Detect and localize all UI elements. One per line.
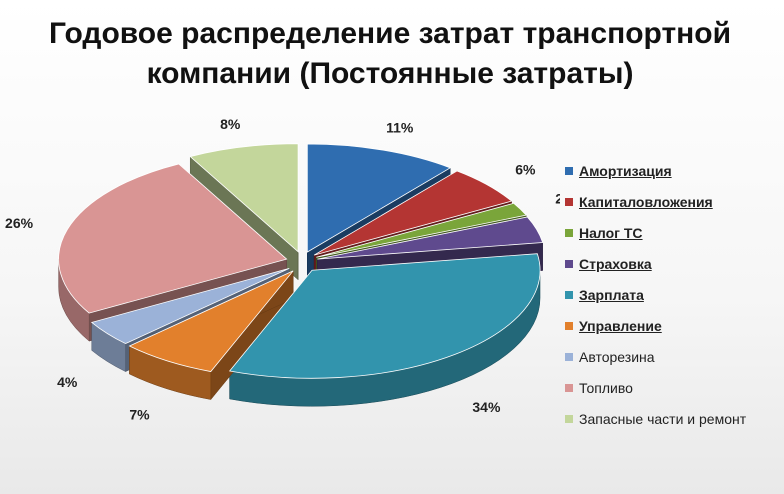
legend-label: Авторезина (579, 348, 655, 365)
legend-label: Капиталовложения (579, 193, 713, 210)
data-label: 6% (515, 161, 536, 177)
legend-swatch (565, 383, 573, 392)
legend-label: Запасные части и ремонт (579, 410, 747, 427)
legend-item: Топливо (565, 372, 746, 403)
slice-Топливо (58, 163, 288, 314)
data-label: 7% (129, 407, 150, 423)
data-label: 4% (57, 374, 78, 390)
legend-label: Страховка (579, 255, 652, 272)
slice-Зарплата (228, 253, 541, 379)
legend-swatch (565, 259, 573, 268)
legend-swatch (565, 352, 573, 361)
legend-label: Амортизация (579, 162, 672, 179)
slice-Запасные части и ремонт (189, 143, 299, 253)
legend-label: Налог ТС (579, 224, 643, 241)
data-label: 11% (386, 120, 414, 136)
slice-Страховка (317, 216, 544, 260)
legend-item: Авторезина (565, 341, 746, 372)
legend-item: Запасные части и ремонт (565, 403, 746, 434)
legend-swatch (565, 228, 573, 237)
legend-item: Страховка (565, 248, 746, 279)
slice-Управление (128, 270, 294, 372)
pie-labels: 11%6%2%4%34%7%4%26%8% (5, 116, 560, 423)
legend-item: Зарплата (565, 279, 746, 310)
legend: Амортизация Капиталовложения Налог ТС Страх… (565, 155, 746, 434)
data-label: 8% (220, 116, 241, 132)
legend-swatch (565, 166, 573, 175)
legend-label: Зарплата (579, 286, 644, 303)
legend-swatch (565, 290, 573, 299)
slice-Капиталовложения (313, 170, 513, 256)
legend-item: Управление (565, 310, 746, 341)
data-label: 2% (555, 191, 560, 207)
data-label: 34% (472, 399, 501, 415)
legend-item: Амортизация (565, 155, 746, 186)
chart-title: Годовое распределение затрат транспортно… (48, 17, 732, 90)
pie-chart: 11%6%2%4%34%7%4%26%8% (5, 116, 560, 423)
legend-label: Топливо (579, 379, 633, 396)
legend-swatch (565, 414, 573, 423)
legend-label: Управление (579, 317, 662, 334)
legend-swatch (565, 197, 573, 206)
legend-swatch (565, 321, 573, 330)
legend-item: Налог ТС (565, 217, 746, 248)
slice-Налог ТС (316, 202, 528, 258)
pie-tops (58, 143, 544, 379)
data-label: 26% (5, 215, 34, 231)
legend-item: Капиталовложения (565, 186, 746, 217)
slice-Амортизация (306, 143, 452, 253)
slice-Авторезина (90, 268, 290, 345)
